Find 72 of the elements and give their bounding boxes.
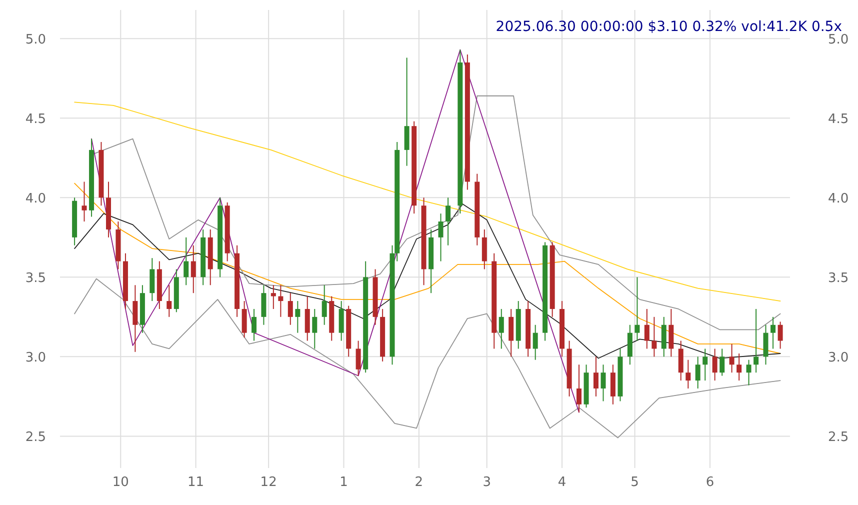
candlestick [634, 276, 640, 342]
y-tick-label: 4.0 [25, 192, 46, 207]
candlestick [746, 359, 752, 386]
candlestick [288, 292, 293, 326]
y2-tick-label: 4.0 [828, 192, 849, 207]
candlestick [778, 321, 783, 350]
candlestick [576, 364, 582, 413]
text: 2025.06.30 00:00:00 $3.10 0.32% vol:41.2K 0.5x [496, 19, 842, 35]
candlestick [770, 316, 776, 350]
candlestick [736, 353, 742, 382]
candlestick [754, 308, 759, 374]
x-tick-label: 1 [340, 475, 348, 490]
candlestick [712, 348, 718, 382]
candlestick [270, 284, 276, 310]
y-tick-label: 3.0 [25, 350, 46, 366]
candlestick [150, 258, 155, 302]
x-tick-label: 2 [414, 475, 424, 490]
candlestick [498, 308, 504, 350]
y2-tick-label: 3.0 [828, 350, 849, 366]
candlestick [261, 284, 266, 326]
y2-tick-label: 5.0 [828, 32, 849, 48]
candlestick [482, 228, 487, 270]
y-tick-label: 5.0 [25, 32, 46, 48]
candlestick [446, 197, 451, 246]
x-tick-label: 4 [558, 475, 566, 490]
candlestick [532, 324, 538, 360]
candlestick [661, 316, 666, 358]
candlestick [508, 308, 514, 358]
candlestick [627, 324, 632, 366]
y-tick-label: 2.5 [25, 430, 46, 446]
line-series [74, 102, 781, 302]
candlestick [600, 364, 606, 402]
candlestick [695, 356, 700, 389]
candlestick [763, 324, 768, 366]
candlestick [702, 348, 708, 382]
candlestick [356, 340, 361, 376]
candlestick [304, 296, 310, 342]
candlestick [668, 308, 674, 358]
candlestick [252, 308, 257, 342]
candlestick [729, 343, 734, 374]
line-series [74, 278, 781, 438]
y2-tick-label: 4.5 [828, 112, 849, 128]
candlestick [678, 340, 684, 382]
candlestick [132, 284, 138, 352]
x-tick-label: 10 [112, 475, 129, 490]
candlestick [322, 284, 327, 326]
candlestick [404, 57, 410, 166]
candlestick [686, 359, 691, 389]
x-tick-label: 12 [260, 475, 277, 490]
x-tick-label: 6 [706, 475, 714, 490]
candlestick [338, 300, 344, 342]
x-tick-label: 5 [630, 475, 639, 490]
candlestick [242, 300, 247, 338]
candlestick [438, 213, 444, 262]
candlestick [82, 181, 87, 222]
x-tick-label: 11 [188, 475, 204, 490]
y2-tick-label: 2.5 [828, 430, 849, 446]
y-tick-label: 3.5 [25, 271, 46, 286]
candlestick [720, 348, 725, 376]
candlestick [295, 300, 300, 334]
candlestick [278, 284, 284, 318]
x-tick-label: 3 [482, 475, 491, 490]
candlestick [312, 308, 318, 350]
candlestick [652, 316, 657, 358]
candlestick [184, 236, 189, 286]
candlestick [166, 284, 172, 318]
y-tick-label: 4.5 [25, 112, 46, 128]
candlestick [610, 364, 616, 405]
candlestick [593, 356, 598, 397]
candlestick [644, 308, 650, 350]
candlestick [190, 244, 196, 294]
y2-tick-label: 3.5 [828, 271, 849, 286]
